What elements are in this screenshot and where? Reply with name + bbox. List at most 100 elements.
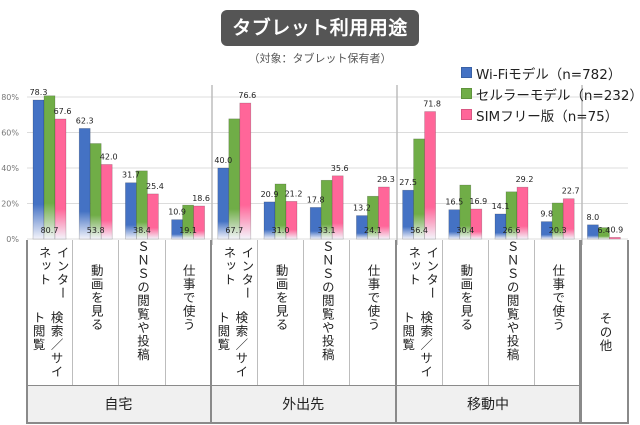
category-table: インターネット 検索／サイト閲覧 動画を見る ＳＮＳの閲覧や投稿 仕事で使う インターネッ… <box>27 240 628 424</box>
y-tick-label: 0% <box>6 235 19 244</box>
bar-simfree <box>470 208 483 240</box>
group-label: 自宅 <box>104 397 133 413</box>
data-label-simfree: 18.6 <box>192 194 210 203</box>
data-label-simfree: 29.2 <box>516 175 534 184</box>
category-cell: 仕事で使う <box>535 240 582 385</box>
bar-simfree <box>424 111 436 240</box>
category-cell: ＳＮＳの閲覧や投稿 <box>119 240 166 385</box>
legend-swatch-wifi <box>461 67 472 78</box>
chart-subtitle: （対象：タブレット保有者） <box>248 52 392 65</box>
category-label: 仕事で使う <box>179 264 197 332</box>
chart-title: タブレット利用用途 <box>221 10 419 46</box>
data-label-wifi: 10.9 <box>168 208 186 217</box>
data-label-wifi: 13.2 <box>353 204 371 213</box>
legend-item-simfree: SIMフリー版（n=75） <box>461 104 640 125</box>
bar-simfree <box>285 201 298 240</box>
group-label: 移動中 <box>466 397 509 413</box>
bar-cellular <box>598 227 610 240</box>
y-tick-label: 60% <box>1 129 19 138</box>
y-tick-label: 20% <box>1 200 19 209</box>
data-label-simfree: 71.8 <box>423 100 441 109</box>
group-cell: 自宅 <box>27 385 212 424</box>
bar-simfree <box>562 198 575 240</box>
data-label-cellular: 19.1 <box>179 226 197 235</box>
category-cell: 仕事で使う <box>350 240 397 385</box>
category-label: 動画を見る <box>87 264 105 332</box>
bar-simfree <box>239 102 252 240</box>
category-cell: インターネット 検索／サイト閲覧 <box>212 240 258 385</box>
data-label-cellular: 80.7 <box>41 226 59 235</box>
bar-simfree <box>147 193 159 240</box>
category-label: その他 <box>595 312 613 353</box>
category-label: 仕事で使う <box>548 264 566 332</box>
legend-swatch-cellular <box>461 88 472 99</box>
category-label-line: 検索／サイト閲覧 <box>30 310 64 379</box>
bar-simfree <box>331 175 344 240</box>
group-label: 外出先 <box>282 397 325 413</box>
data-label-simfree: 42.0 <box>100 152 118 161</box>
data-label-wifi: 14.1 <box>492 202 510 211</box>
legend-label-simfree: SIMフリー版（n=75） <box>476 108 619 125</box>
bar-simfree <box>516 186 529 240</box>
data-label-cellular: 31.0 <box>272 226 290 235</box>
data-label-cellular: 24.1 <box>364 226 382 235</box>
category-label-line: インターネット <box>36 246 70 300</box>
category-label-line: 仕事で使う <box>550 264 566 332</box>
data-label-simfree: 35.6 <box>331 164 349 173</box>
category-label: ＳＮＳの閲覧や投稿 <box>133 240 151 362</box>
category-cell: 仕事で使う <box>166 240 212 385</box>
bar-simfree <box>54 118 67 240</box>
y-axis-ticks: 0% 20% 40% 60% 80% <box>1 93 19 244</box>
category-label-line: インターネット <box>221 246 255 300</box>
category-label: インターネット 検索／サイト閲覧 <box>398 246 440 385</box>
data-label-cellular: 33.1 <box>318 226 336 235</box>
category-label-line: ＳＮＳの閲覧や投稿 <box>504 240 520 362</box>
category-label-line: インターネット <box>406 246 440 300</box>
data-label-wifi: 40.0 <box>214 156 232 165</box>
bar-wifi <box>32 99 45 240</box>
category-label: ＳＮＳの閲覧や投稿 <box>503 240 521 362</box>
category-label-line: その他 <box>597 311 613 353</box>
category-cell: ＳＮＳの閲覧や投稿 <box>304 240 351 385</box>
grid-lines <box>27 85 628 245</box>
data-label-simfree: 29.3 <box>377 175 395 184</box>
data-label-cellular: 20.3 <box>549 226 567 235</box>
category-label: インターネット検索／サイト閲覧 <box>29 246 71 385</box>
legend-item-cellular: セルラーモデル（n=232） <box>461 83 640 104</box>
data-label-simfree: 16.9 <box>469 197 487 206</box>
data-label-wifi: 31.7 <box>122 171 140 180</box>
bars <box>32 95 621 240</box>
category-cell: インターネット検索／サイト閲覧 <box>27 240 74 385</box>
bar-wifi <box>78 128 91 240</box>
data-label-cellular: 53.8 <box>87 226 105 235</box>
bar-simfree <box>100 164 113 240</box>
category-label: ＳＮＳの閲覧や投稿 <box>318 240 336 362</box>
category-label-line: ＳＮＳの閲覧や投稿 <box>134 240 150 362</box>
data-label-simfree: 76.6 <box>238 91 256 100</box>
data-labels: 78.3 80.7 67.6 62.3 53.8 42.0 31.7 38.4 25.4 10.9… <box>30 88 624 235</box>
category-label: インターネット 検索／サイト閲覧 <box>213 246 255 385</box>
bar-simfree <box>378 186 390 240</box>
category-cell: 動画を見る <box>443 240 489 385</box>
bar-cellular <box>43 95 56 240</box>
data-label-simfree: 0.9 <box>611 225 624 234</box>
data-label-wifi: 9.8 <box>540 210 553 219</box>
data-label-simfree: 67.6 <box>54 107 72 116</box>
legend-label-cellular: セルラーモデル（n=232） <box>475 87 640 104</box>
data-label-cellular: 56.4 <box>410 226 428 235</box>
bar-chart: 0% 20% 40% 60% 80% 78.3 80.7 67.6 62.3 53.8 42.0 3… <box>1 85 628 245</box>
category-cell: 動画を見る <box>73 240 120 385</box>
category-label: 動画を見る <box>456 264 474 332</box>
legend: Wi-Fiモデル（n=782） セルラーモデル（n=232） SIMフリー版（n… <box>461 62 640 125</box>
y-tick-label: 40% <box>1 164 19 173</box>
data-label-wifi: 62.3 <box>76 116 94 125</box>
legend-item-wifi: Wi-Fiモデル（n=782） <box>461 62 640 83</box>
category-label-line: 動画を見る <box>458 264 474 332</box>
category-label-line: 仕事で使う <box>180 264 196 332</box>
data-label-wifi: 8.0 <box>587 213 600 222</box>
y-tick-label: 80% <box>1 93 19 102</box>
data-label-cellular: 67.7 <box>225 226 243 235</box>
data-label-wifi: 17.8 <box>307 195 325 204</box>
category-cell: 動画を見る <box>258 240 305 385</box>
bar-cellular <box>413 138 425 240</box>
